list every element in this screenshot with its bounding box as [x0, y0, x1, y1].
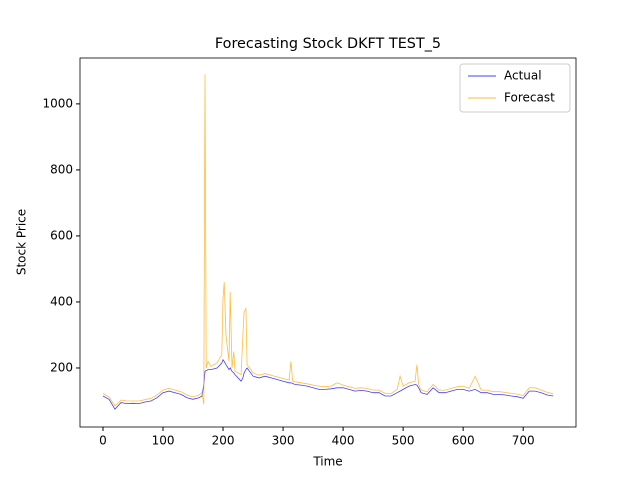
y-tick-label: 200: [50, 360, 73, 374]
x-tick-label: 600: [452, 434, 475, 448]
y-tick-label: 800: [50, 162, 73, 176]
plot-frame: [79, 57, 577, 428]
x-tick-label: 500: [392, 434, 415, 448]
series-line: [102, 74, 554, 407]
y-tick-label: 600: [50, 228, 73, 242]
x-tick-label: 400: [332, 434, 355, 448]
x-tick-label: 700: [512, 434, 535, 448]
series-line: [102, 358, 554, 410]
y-tick-label: 1000: [42, 96, 73, 110]
legend-label: Actual: [504, 69, 542, 83]
x-axis-label: Time: [312, 455, 342, 469]
legend-label: Forecast: [504, 91, 555, 105]
chart-title: Forecasting Stock DKFT TEST_5: [215, 36, 441, 52]
x-tick-label: 300: [272, 434, 295, 448]
x-tick-label: 200: [212, 434, 235, 448]
x-tick-label: 0: [99, 434, 107, 448]
x-tick-label: 100: [152, 434, 175, 448]
y-tick-label: 400: [50, 294, 73, 308]
y-axis-label: Stock Price: [15, 209, 29, 275]
